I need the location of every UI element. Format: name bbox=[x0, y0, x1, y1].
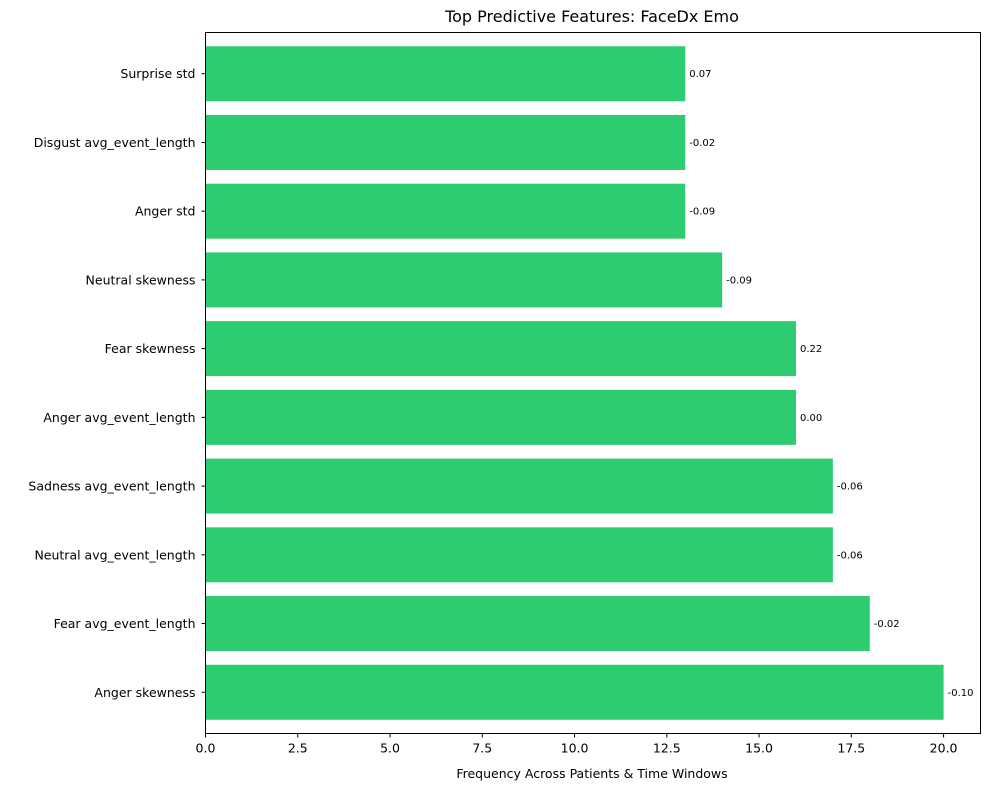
x-tick-label: 10.0 bbox=[561, 741, 589, 756]
bars-layer: 0.07 -0.02 -0.09 -0.09 0.22 0.00 -0.06 -0.06 -0.… bbox=[205, 46, 974, 720]
x-tick-label: 7.5 bbox=[472, 741, 492, 756]
x-tick-label: 20.0 bbox=[930, 741, 958, 756]
bar bbox=[205, 596, 870, 652]
x-axis-ticks: 0.0 2.5 5.0 7.5 10.0 12.5 15.0 17.5 20.0 bbox=[196, 733, 958, 756]
bar-value-label: -0.09 bbox=[689, 207, 715, 218]
x-tick-label: 12.5 bbox=[653, 741, 681, 756]
bar-value-label: 0.22 bbox=[800, 344, 822, 355]
y-tick-label: Fear skewness bbox=[105, 341, 196, 356]
x-axis-label: Frequency Across Patients & Time Windows bbox=[456, 766, 727, 781]
bar-value-label: -0.09 bbox=[726, 275, 752, 286]
x-tick-label: 5.0 bbox=[380, 741, 400, 756]
bar-value-label: 0.07 bbox=[689, 69, 711, 80]
bar-value-label: -0.10 bbox=[948, 688, 974, 699]
plot-frame bbox=[205, 32, 981, 734]
bar bbox=[205, 114, 686, 170]
chart-title: Top Predictive Features: FaceDx Emo bbox=[444, 7, 739, 26]
y-tick-labels: Surprise std Disgust avg_event_length Ange… bbox=[28, 66, 206, 700]
x-tick-label: 2.5 bbox=[288, 741, 308, 756]
y-tick-label: Anger avg_event_length bbox=[43, 410, 195, 425]
bar bbox=[205, 183, 686, 239]
bar bbox=[205, 458, 833, 514]
bar bbox=[205, 664, 944, 720]
y-tick-label: Disgust avg_event_length bbox=[34, 135, 196, 150]
bar-value-label: -0.02 bbox=[689, 138, 715, 149]
bar bbox=[205, 389, 796, 445]
bar-value-label: 0.00 bbox=[800, 413, 822, 424]
bar bbox=[205, 321, 796, 377]
bar-value-label: -0.06 bbox=[837, 482, 863, 493]
y-tick-label: Neutral avg_event_length bbox=[34, 547, 195, 562]
bar bbox=[205, 252, 723, 308]
x-tick-label: 15.0 bbox=[745, 741, 773, 756]
x-tick-label: 0.0 bbox=[196, 741, 216, 756]
y-tick-label: Anger skewness bbox=[94, 685, 195, 700]
bar-value-label: -0.02 bbox=[874, 619, 900, 630]
x-tick-label: 17.5 bbox=[837, 741, 865, 756]
y-tick-label: Anger std bbox=[135, 204, 196, 219]
y-tick-label: Sadness avg_event_length bbox=[28, 479, 195, 494]
y-tick-label: Neutral skewness bbox=[86, 272, 196, 287]
y-tick-label: Fear avg_event_length bbox=[54, 616, 196, 631]
bar bbox=[205, 46, 686, 102]
y-tick-label: Surprise std bbox=[120, 66, 195, 81]
bar-value-label: -0.06 bbox=[837, 550, 863, 561]
bar bbox=[205, 527, 833, 583]
